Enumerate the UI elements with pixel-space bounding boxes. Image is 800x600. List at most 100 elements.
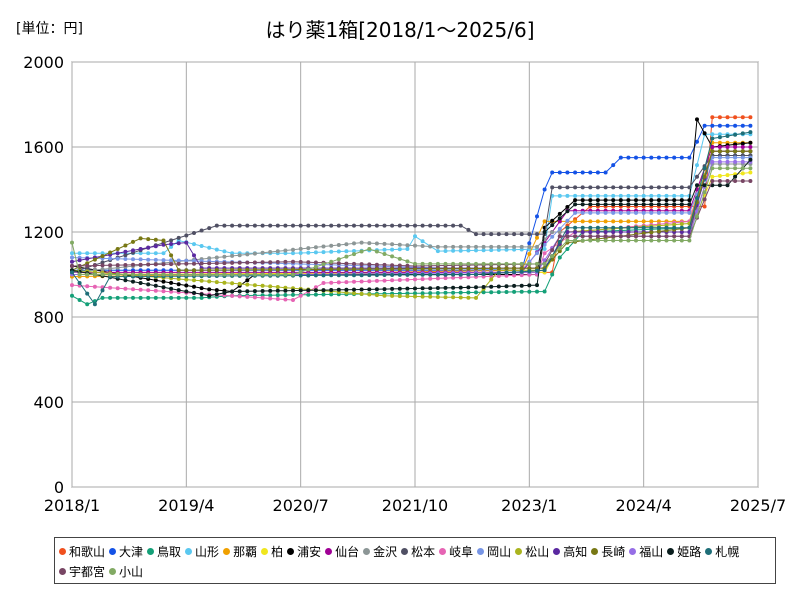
data-point <box>100 251 105 256</box>
data-point <box>268 296 273 301</box>
data-point <box>397 223 402 228</box>
data-point <box>603 198 608 203</box>
data-point <box>405 263 410 268</box>
data-point <box>260 250 265 255</box>
data-point <box>374 287 379 292</box>
data-point <box>702 183 707 188</box>
legend-item: 山形 <box>185 541 219 561</box>
data-point <box>641 185 646 190</box>
data-point <box>321 281 326 285</box>
data-point <box>725 166 730 171</box>
data-point <box>344 280 349 285</box>
data-point <box>92 257 97 262</box>
data-point <box>641 155 646 160</box>
data-point <box>92 302 97 307</box>
data-point <box>748 115 753 120</box>
data-point <box>214 223 219 228</box>
data-point <box>489 248 494 253</box>
data-point <box>435 295 440 299</box>
data-point <box>618 198 623 203</box>
data-point <box>230 223 235 228</box>
data-point <box>184 233 189 238</box>
data-point <box>618 219 623 224</box>
data-point <box>92 263 97 268</box>
data-point <box>85 284 90 289</box>
data-point <box>451 275 456 280</box>
data-point <box>565 230 570 234</box>
data-point <box>70 283 74 288</box>
data-point <box>649 185 654 190</box>
data-point <box>359 262 364 267</box>
data-point <box>695 196 699 200</box>
data-point <box>70 293 74 298</box>
data-point <box>77 298 82 302</box>
data-point <box>512 273 517 278</box>
data-point <box>161 279 166 284</box>
data-point <box>184 283 189 288</box>
data-point <box>230 260 235 265</box>
data-point <box>321 223 326 228</box>
data-point <box>443 244 448 249</box>
data-point <box>557 246 562 251</box>
data-point <box>298 251 303 255</box>
data-point <box>192 268 196 273</box>
data-point <box>397 294 402 299</box>
data-point <box>230 289 235 294</box>
data-point <box>344 290 349 295</box>
data-point <box>291 259 295 264</box>
data-point <box>595 185 600 190</box>
data-point <box>77 258 82 263</box>
data-point <box>626 198 631 203</box>
data-point <box>336 261 341 266</box>
data-point <box>413 291 417 296</box>
data-point <box>451 272 456 277</box>
data-point <box>580 170 585 175</box>
data-point <box>260 295 265 300</box>
data-point <box>344 267 349 272</box>
data-point <box>672 210 677 215</box>
data-point <box>252 223 257 228</box>
data-point <box>260 283 265 288</box>
data-point <box>85 251 90 256</box>
x-tick-label: 2023/1 <box>501 496 557 515</box>
data-point <box>306 267 311 272</box>
data-point <box>672 222 677 227</box>
data-point <box>695 117 699 122</box>
data-point <box>702 131 707 136</box>
data-point <box>405 247 410 251</box>
data-point <box>451 285 456 290</box>
data-point <box>527 241 532 246</box>
data-point <box>230 272 235 277</box>
data-point <box>283 267 288 272</box>
data-point <box>313 288 318 293</box>
data-point <box>664 155 669 160</box>
data-point <box>565 170 570 175</box>
data-point <box>161 289 166 294</box>
data-point <box>664 193 669 198</box>
data-point <box>580 193 585 198</box>
data-point <box>344 273 349 278</box>
data-point <box>222 280 227 285</box>
data-point <box>222 290 227 295</box>
data-point <box>131 272 135 277</box>
data-point <box>123 253 128 258</box>
data-point <box>199 272 204 277</box>
data-point <box>153 262 158 267</box>
data-point <box>260 260 265 265</box>
data-point <box>138 257 143 262</box>
data-point <box>672 193 677 198</box>
data-point <box>115 286 120 291</box>
legend-marker <box>59 547 66 555</box>
data-point <box>634 219 638 224</box>
data-point <box>458 261 463 266</box>
data-point <box>245 294 250 299</box>
data-point <box>374 293 379 298</box>
data-point <box>649 225 654 230</box>
data-point <box>374 267 379 272</box>
data-point <box>374 262 379 267</box>
data-point <box>374 249 379 254</box>
data-point <box>184 261 189 266</box>
data-point <box>344 254 349 259</box>
data-point <box>504 284 509 289</box>
data-point <box>474 244 478 249</box>
